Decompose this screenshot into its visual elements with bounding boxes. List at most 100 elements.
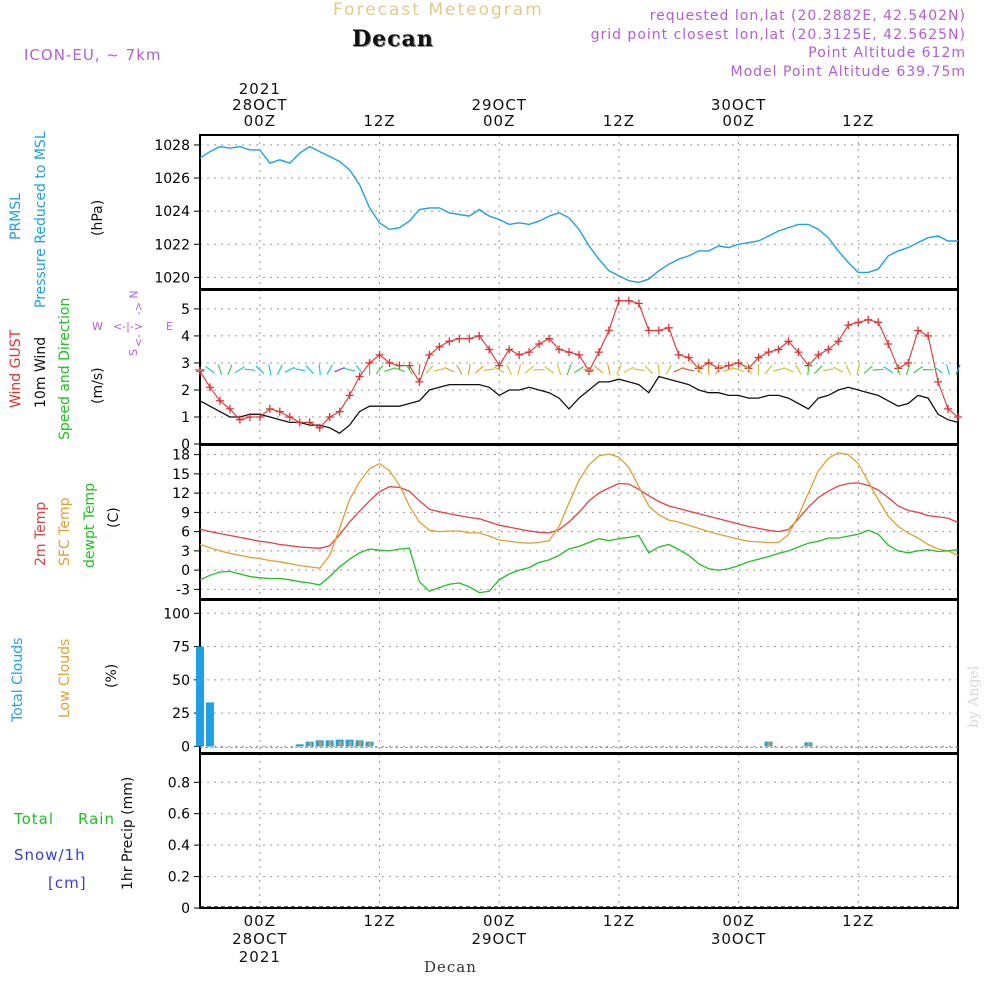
wind-direction-arrow bbox=[375, 364, 384, 375]
station-title: Decan bbox=[352, 26, 434, 52]
gust-marker bbox=[724, 361, 733, 370]
gust-marker bbox=[874, 318, 883, 327]
top-tick-date: 30OCT bbox=[710, 96, 767, 114]
model-label: ICON-EU, ~ 7km bbox=[24, 46, 162, 64]
wind-direction-arrow bbox=[772, 367, 784, 372]
gust-marker bbox=[525, 348, 534, 357]
wind-direction-arrow bbox=[433, 368, 445, 372]
tsfc-line bbox=[199, 452, 959, 569]
wind-direction-arrow bbox=[607, 364, 611, 376]
wind-direction-arrow bbox=[418, 364, 421, 376]
gust-marker bbox=[265, 404, 274, 413]
wind-direction-arrow bbox=[566, 364, 572, 376]
gust-marker bbox=[475, 331, 484, 340]
wind-direction-arrow bbox=[334, 367, 345, 373]
wind-direction-arrow bbox=[644, 365, 654, 375]
ytick-label: 0.6 bbox=[168, 807, 190, 823]
wind-direction-arrow bbox=[205, 365, 215, 374]
wind-direction-arrow bbox=[913, 366, 923, 374]
wind-direction-arrow bbox=[707, 364, 710, 376]
wind-direction-arrow bbox=[217, 364, 223, 376]
gust-marker bbox=[794, 348, 803, 357]
meteogram-title: Forecast Meteogram bbox=[333, 0, 544, 20]
gust-marker bbox=[734, 358, 743, 367]
gust-marker bbox=[914, 326, 923, 335]
total-label: Total bbox=[14, 810, 55, 828]
ytick-label: 2 bbox=[181, 383, 190, 399]
ytick-label: 50 bbox=[172, 673, 190, 689]
ytick-label: 1020 bbox=[154, 270, 190, 286]
wind-direction-arrow bbox=[456, 364, 463, 375]
gust-marker bbox=[375, 350, 384, 359]
gust-marker bbox=[824, 345, 833, 354]
compass-east: E bbox=[166, 320, 173, 333]
gust-marker bbox=[614, 296, 623, 305]
top-tick-label: 12Z bbox=[363, 112, 396, 130]
gust-marker bbox=[774, 345, 783, 354]
wind-direction-arrow bbox=[255, 365, 265, 374]
gust-marker bbox=[295, 418, 304, 427]
ytick-label: 0.2 bbox=[168, 870, 190, 886]
wind-direction-arrow bbox=[394, 367, 405, 373]
gust-marker bbox=[634, 299, 643, 308]
gust-marker bbox=[834, 337, 843, 346]
ytick-label: 3 bbox=[181, 356, 190, 372]
total-cloud-bar bbox=[295, 744, 304, 747]
bottom-tick-label: 00Z bbox=[483, 912, 516, 930]
gust-marker bbox=[754, 353, 763, 362]
bottom-tick-date: 29OCT bbox=[471, 930, 527, 948]
wind-direction-arrow bbox=[384, 367, 395, 372]
wind-direction-arrow bbox=[544, 366, 554, 374]
gust-marker bbox=[575, 350, 583, 359]
ytick-label: 9 bbox=[181, 505, 190, 521]
wind-direction-arrow bbox=[863, 365, 873, 374]
low-cloud-bar bbox=[368, 742, 372, 747]
wind-direction-arrow bbox=[583, 368, 595, 371]
t2m-line bbox=[199, 482, 959, 549]
gust-marker bbox=[714, 364, 723, 373]
gust-marker bbox=[535, 340, 544, 349]
wind-direction-arrow bbox=[474, 365, 484, 374]
ytick-label: 3 bbox=[181, 544, 190, 560]
wind-direction-arrow bbox=[733, 367, 744, 372]
top-tick-date: 28OCT bbox=[232, 96, 288, 114]
gust-marker bbox=[435, 342, 444, 351]
wind-direction-arrow bbox=[467, 364, 471, 376]
panel-frame bbox=[199, 599, 959, 754]
gust-marker bbox=[515, 350, 524, 359]
point-altitude: Point Altitude 612m bbox=[808, 45, 966, 61]
wind-direction-arrow bbox=[556, 364, 562, 376]
ytick-label: 0 bbox=[181, 739, 190, 755]
gust-marker bbox=[455, 334, 464, 343]
gust-marker bbox=[205, 383, 214, 392]
wind-direction-arrow bbox=[623, 366, 634, 373]
low-cloud-bar bbox=[348, 741, 352, 747]
compass-arrows: <-|-> bbox=[113, 320, 144, 333]
ytick-label: 6 bbox=[181, 525, 190, 541]
low-cloud-bar bbox=[807, 743, 811, 747]
ytick-label: 12 bbox=[172, 486, 190, 502]
ytick-label: 1 bbox=[181, 410, 190, 426]
wind-direction-arrow bbox=[355, 365, 364, 375]
gust-marker bbox=[844, 321, 853, 330]
gust-marker bbox=[245, 412, 254, 421]
top-tick-label: 12Z bbox=[842, 112, 875, 130]
bottom-tick-label: 12Z bbox=[363, 912, 396, 930]
total-cloud-bar bbox=[196, 646, 204, 747]
wind-direction-arrow bbox=[326, 364, 334, 375]
gust-marker bbox=[565, 348, 574, 357]
bottom-tick-year: 2021 bbox=[238, 948, 281, 966]
wind-direction-arrow bbox=[268, 364, 272, 376]
low-cloud-bar bbox=[338, 741, 342, 747]
wind-direction-arrow bbox=[895, 364, 901, 376]
wind-direction-arrow bbox=[517, 364, 522, 376]
wind-direction-arrow bbox=[276, 364, 283, 375]
wind-direction-arrow bbox=[344, 367, 356, 372]
wind-direction-arrow bbox=[506, 364, 512, 376]
wind-direction-arrow bbox=[795, 364, 802, 375]
bottom-tick-label: 12Z bbox=[842, 912, 875, 930]
gust-marker bbox=[355, 372, 364, 381]
gust-marker bbox=[345, 391, 354, 400]
pressure-line bbox=[199, 145, 958, 284]
wind-direction-arrow bbox=[683, 367, 695, 372]
